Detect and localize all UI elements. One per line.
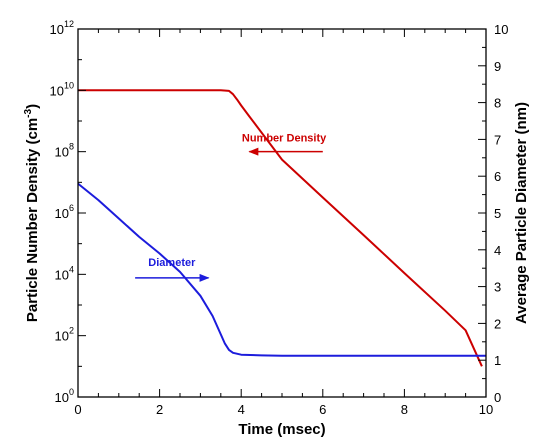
series-line-diameter bbox=[77, 182, 486, 357]
y-right-tick-label: 5 bbox=[494, 206, 501, 221]
y-left-tick-exponent: 2 bbox=[69, 326, 74, 336]
y-left-tick-exponent: 8 bbox=[69, 142, 74, 152]
y-left-tick-base: 10 bbox=[55, 267, 69, 282]
y-left-tick-exponent: 6 bbox=[69, 203, 74, 213]
y-axis-left-title-exponent: -3 bbox=[23, 108, 34, 117]
x-tick-label: 10 bbox=[479, 402, 493, 417]
axis-ticks bbox=[77, 28, 487, 398]
y-right-tick-label: 4 bbox=[494, 243, 501, 258]
y-left-tick-base: 10 bbox=[55, 145, 69, 160]
y-left-tick-label: 106 bbox=[55, 203, 74, 221]
y-left-tick-exponent: 12 bbox=[64, 19, 74, 29]
y-right-tick-label: 3 bbox=[494, 280, 501, 295]
x-tick-label: 8 bbox=[401, 402, 408, 417]
annotation-number-density: Number Density bbox=[242, 133, 327, 145]
y-right-tick-label: 9 bbox=[494, 59, 501, 74]
y-left-tick-base: 10 bbox=[55, 329, 69, 344]
y-right-tick-label: 8 bbox=[494, 96, 501, 111]
y-left-tick-label: 1012 bbox=[50, 19, 74, 37]
y-left-tick-exponent: 10 bbox=[64, 80, 74, 90]
annotation-diameter: Diameter bbox=[148, 257, 196, 269]
y-left-tick-label: 108 bbox=[55, 142, 74, 160]
x-tick-label: 6 bbox=[319, 402, 326, 417]
y-axis-right-title: Average Particle Diameter (nm) bbox=[513, 102, 530, 324]
plot-area bbox=[77, 89, 486, 367]
y-left-tick-label: 100 bbox=[55, 387, 74, 405]
x-axis-title: Time (msec) bbox=[238, 421, 325, 438]
x-tick-label: 0 bbox=[74, 402, 81, 417]
y-axis-left-title-close: ) bbox=[24, 104, 41, 109]
y-axis-left-title-main: Particle Number Density (cm bbox=[24, 118, 41, 322]
y-right-tick-label: 6 bbox=[494, 169, 501, 184]
y-axis-left-title: Particle Number Density (cm-3) bbox=[23, 104, 41, 322]
x-tick-label: 4 bbox=[238, 402, 245, 417]
y-right-tick-label: 0 bbox=[494, 390, 501, 405]
plot-frame bbox=[77, 28, 487, 398]
y-left-tick-label: 102 bbox=[55, 326, 74, 344]
y-left-tick-base: 10 bbox=[50, 83, 64, 98]
y-left-tick-label: 1010 bbox=[50, 80, 74, 98]
y-right-tick-label: 7 bbox=[494, 132, 501, 147]
tick-labels: 0 2 4 6 8 10100102104106108101010120123456789… bbox=[50, 19, 509, 417]
y-right-tick-label: 1 bbox=[494, 353, 501, 368]
y-right-tick-label: 2 bbox=[494, 316, 501, 331]
y-left-tick-base: 10 bbox=[50, 22, 64, 37]
series-line-number-density bbox=[78, 89, 483, 367]
y-left-tick-label: 104 bbox=[55, 264, 74, 282]
y-left-tick-exponent: 4 bbox=[69, 264, 74, 274]
x-tick-label: 2 bbox=[156, 402, 163, 417]
y-left-tick-base: 10 bbox=[55, 206, 69, 221]
y-left-tick-exponent: 0 bbox=[69, 387, 74, 397]
y-left-tick-base: 10 bbox=[55, 390, 69, 405]
y-right-tick-label: 10 bbox=[494, 22, 508, 37]
